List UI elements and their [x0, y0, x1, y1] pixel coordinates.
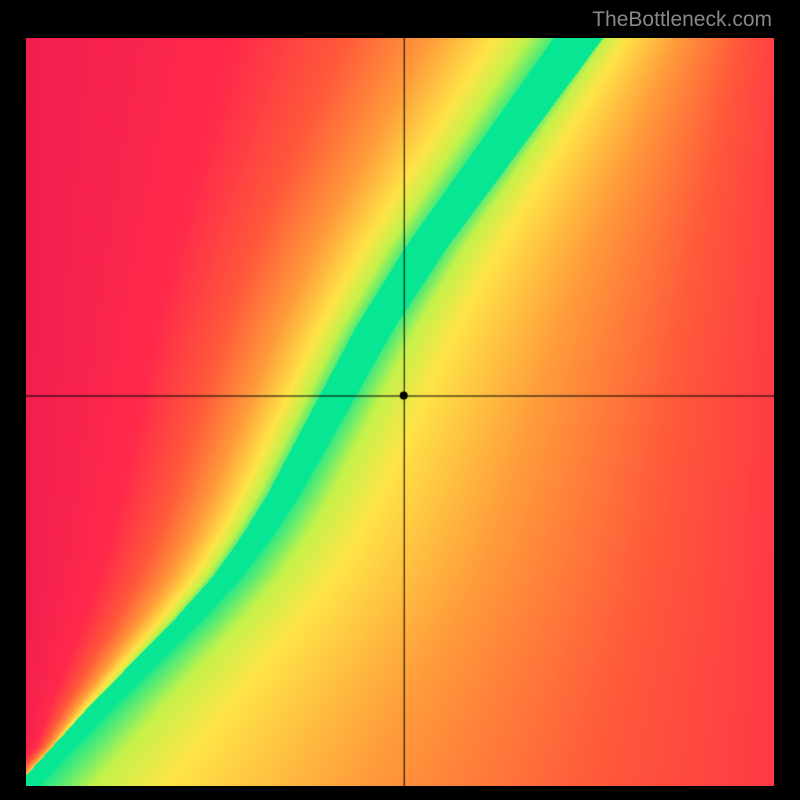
- heatmap-canvas: [26, 38, 774, 786]
- watermark-text: TheBottleneck.com: [592, 8, 772, 32]
- bottleneck-heatmap: [26, 38, 774, 786]
